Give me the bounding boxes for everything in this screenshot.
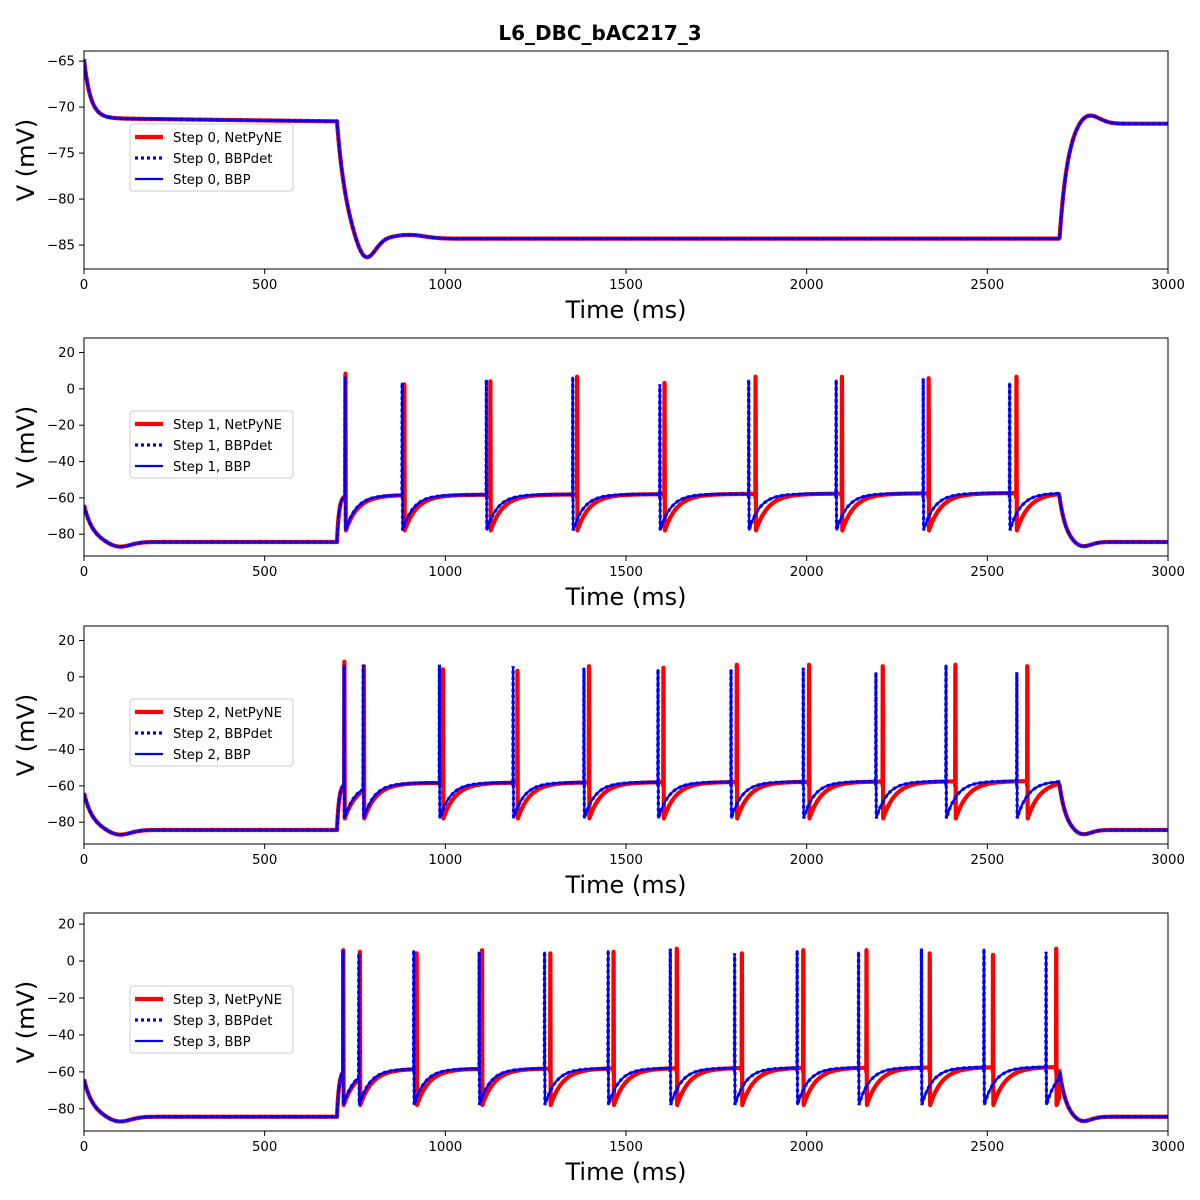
- x-axis-label: Time (ms): [565, 1158, 687, 1186]
- y-tick-label: −85: [47, 239, 75, 254]
- y-axis-label: V (mV): [12, 119, 40, 202]
- y-tick-label: 20: [58, 634, 75, 649]
- y-tick-label: −40: [47, 743, 75, 758]
- y-tick-label: 0: [67, 382, 75, 397]
- y-tick-label: −80: [47, 1102, 75, 1117]
- legend-label: Step 3, NetPyNE: [173, 993, 282, 1008]
- y-tick-label: 20: [58, 918, 75, 933]
- y-tick-label: 0: [67, 955, 75, 970]
- y-tick-label: −20: [47, 707, 75, 722]
- legend: Step 2, NetPyNE Step 2, BBPdet Step 2, BBP: [129, 698, 294, 767]
- x-tick-label: 0: [80, 565, 88, 580]
- legend-label: Step 3, BBPdet: [173, 1014, 273, 1029]
- y-tick-label: −70: [47, 101, 75, 116]
- series-bbp: [84, 664, 1168, 836]
- panel-1: 0 500 1000 1500 2000 2500 3000 −80 −60 −40 −20 0 20 T…: [12, 337, 1185, 611]
- traces-2: [84, 659, 1168, 837]
- x-tick-label: 3000: [1151, 853, 1185, 868]
- x-axis-label: Time (ms): [565, 871, 687, 899]
- x-tick-label: 3000: [1151, 278, 1185, 293]
- series-bbp: [84, 948, 1168, 1123]
- x-axis-label: Time (ms): [565, 583, 687, 611]
- y-tick-label: −65: [47, 55, 75, 70]
- y-tick-label: −80: [47, 528, 75, 543]
- x-tick-label: 1500: [609, 278, 643, 293]
- x-tick-label: 1000: [428, 278, 462, 293]
- x-tick-label: 1000: [428, 1140, 462, 1155]
- y-tick-label: −80: [47, 193, 75, 208]
- x-axis-label: Time (ms): [565, 296, 687, 324]
- legend-label: Step 1, NetPyNE: [173, 418, 282, 433]
- x-tick-label: 2500: [970, 565, 1004, 580]
- traces-0: [84, 59, 1168, 260]
- x-tick-label: 0: [80, 853, 88, 868]
- x-tick-label: 500: [252, 278, 277, 293]
- panel-3: 0 500 1000 1500 2000 2500 3000 −80 −60 −40 −20 0 20 T…: [12, 912, 1185, 1186]
- legend-label: Step 3, BBP: [173, 1035, 251, 1050]
- panel-0: 0 500 1000 1500 2000 2500 3000 −85 −80 −75 −70 −65 T…: [12, 50, 1185, 324]
- y-tick-label: −80: [47, 816, 75, 831]
- x-tick-label: 1500: [609, 1140, 643, 1155]
- y-tick-label: 0: [67, 670, 75, 685]
- x-tick-label: 2500: [970, 278, 1004, 293]
- legend-box: [129, 123, 294, 192]
- x-tick-label: 2000: [790, 565, 824, 580]
- legend-label: Step 0, BBP: [173, 173, 251, 188]
- legend-label: Step 0, BBPdet: [173, 152, 273, 167]
- traces-1: [84, 371, 1168, 549]
- y-tick-label: −60: [47, 491, 75, 506]
- panel-2: 0 500 1000 1500 2000 2500 3000 −80 −60 −40 −20 0 20 T…: [12, 625, 1185, 899]
- y-tick-label: −75: [47, 147, 75, 162]
- x-tick-label: 0: [80, 278, 88, 293]
- x-tick-label: 2000: [790, 278, 824, 293]
- x-tick-label: 500: [252, 565, 277, 580]
- y-axis-label: V (mV): [12, 981, 40, 1064]
- legend-label: Step 2, BBP: [173, 748, 251, 763]
- x-tick-label: 2500: [970, 853, 1004, 868]
- y-tick-label: 20: [58, 346, 75, 361]
- legend-label: Step 2, NetPyNE: [173, 706, 282, 721]
- x-tick-label: 1500: [609, 565, 643, 580]
- legend-label: Step 0, NetPyNE: [173, 131, 282, 146]
- y-tick-label: −40: [47, 455, 75, 470]
- y-axis-label: V (mV): [12, 694, 40, 777]
- x-tick-label: 500: [252, 1140, 277, 1155]
- x-tick-label: 3000: [1151, 565, 1185, 580]
- y-tick-label: −40: [47, 1028, 75, 1043]
- series-bbp: [84, 376, 1168, 548]
- x-tick-label: 500: [252, 853, 277, 868]
- legend-box: [129, 410, 294, 479]
- legend-label: Step 2, BBPdet: [173, 727, 273, 742]
- legend-box: [129, 985, 294, 1054]
- legend: Step 1, NetPyNE Step 1, BBPdet Step 1, BBP: [129, 410, 294, 479]
- x-tick-label: 1000: [428, 565, 462, 580]
- figure-title: L6_DBC_bAC217_3: [498, 21, 701, 45]
- traces-3: [84, 946, 1168, 1124]
- x-tick-label: 1500: [609, 853, 643, 868]
- legend: Step 0, NetPyNE Step 0, BBPdet Step 0, BBP: [129, 123, 294, 192]
- legend-box: [129, 698, 294, 767]
- y-axis-label: V (mV): [12, 406, 40, 489]
- x-tick-label: 2000: [790, 853, 824, 868]
- y-tick-label: −60: [47, 779, 75, 794]
- legend: Step 3, NetPyNE Step 3, BBPdet Step 3, BBP: [129, 985, 294, 1054]
- series-bbp: [84, 59, 1168, 259]
- x-tick-label: 2500: [970, 1140, 1004, 1155]
- legend-label: Step 1, BBP: [173, 460, 251, 475]
- legend-label: Step 1, BBPdet: [173, 439, 273, 454]
- x-tick-label: 1000: [428, 853, 462, 868]
- x-tick-label: 2000: [790, 1140, 824, 1155]
- y-tick-label: −60: [47, 1065, 75, 1080]
- x-tick-label: 3000: [1151, 1140, 1185, 1155]
- x-tick-label: 0: [80, 1140, 88, 1155]
- y-tick-label: −20: [47, 419, 75, 434]
- y-tick-label: −20: [47, 991, 75, 1006]
